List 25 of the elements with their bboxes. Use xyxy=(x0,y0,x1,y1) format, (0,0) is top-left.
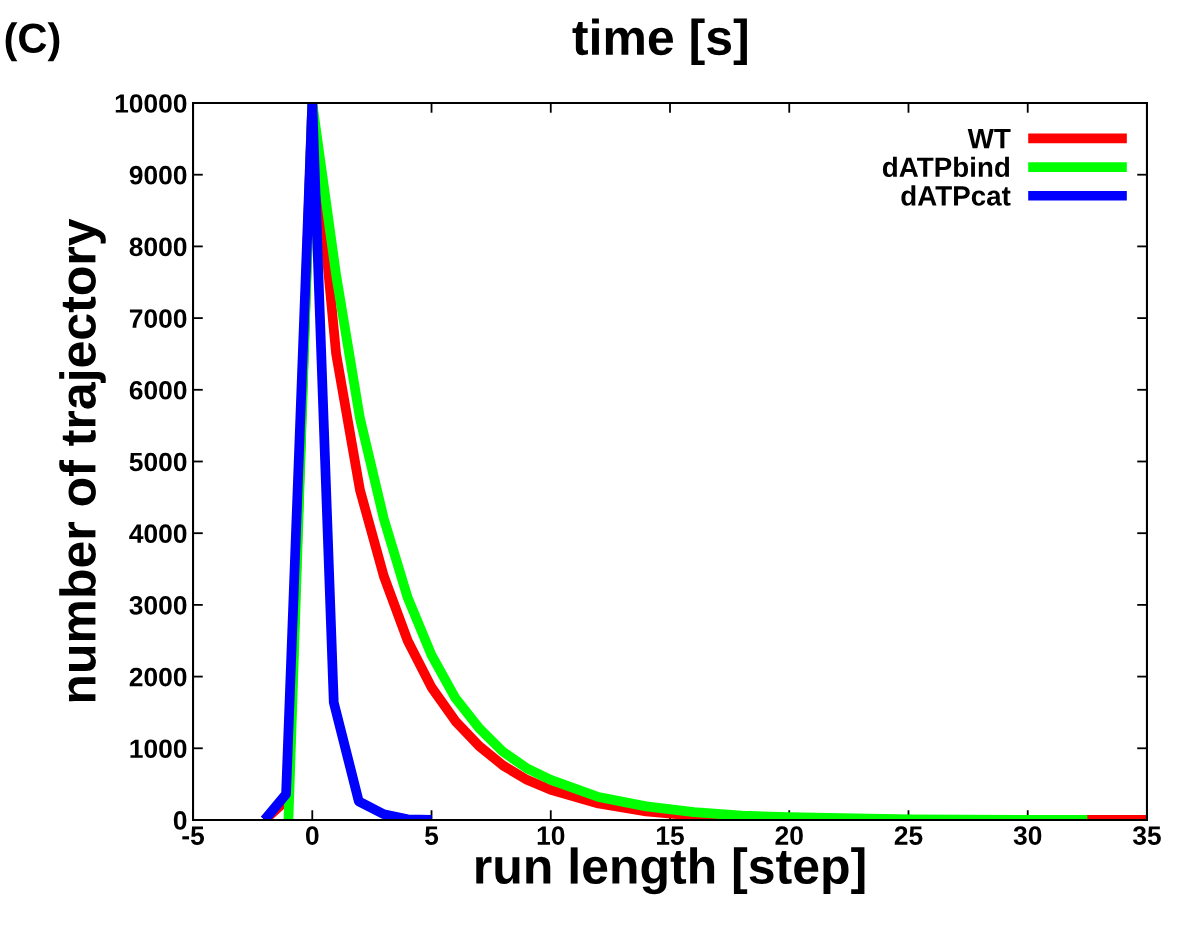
x-tick-label: 25 xyxy=(894,826,923,845)
x-tick-label: 10 xyxy=(537,826,565,845)
y-tick-label: 8000 xyxy=(129,237,187,257)
y-tick-label: 5000 xyxy=(129,452,187,472)
x-tick-label: 35 xyxy=(1132,826,1161,845)
y-tick-label: 3000 xyxy=(129,596,187,615)
x-tick-label: 5 xyxy=(425,826,439,845)
y-tick-label: 7000 xyxy=(129,309,187,328)
y-tick-label: 1000 xyxy=(130,739,187,759)
x-axis-title: run length [step] xyxy=(476,847,865,895)
y-tick-label: 6000 xyxy=(129,380,187,400)
y-tick-label: 2000 xyxy=(129,667,187,687)
y-tick-label: 9000 xyxy=(129,165,187,185)
text: time [s] xyxy=(572,18,747,66)
x-tick-label: 15 xyxy=(656,826,684,845)
legend-label: dATPbind xyxy=(882,156,1010,178)
x-tick-label: 30 xyxy=(1013,826,1042,845)
y-axis-title: number of trajectory xyxy=(59,218,106,702)
text: (C) xyxy=(5,22,60,62)
legend-label: WT xyxy=(967,129,1011,149)
legend-label: dATPcat xyxy=(901,185,1011,206)
x-tick-label: 0 xyxy=(305,826,319,845)
x-tick-label: 20 xyxy=(775,826,803,845)
y-tick-label: 4000 xyxy=(129,524,187,544)
y-tick-label: 10000 xyxy=(115,94,187,113)
